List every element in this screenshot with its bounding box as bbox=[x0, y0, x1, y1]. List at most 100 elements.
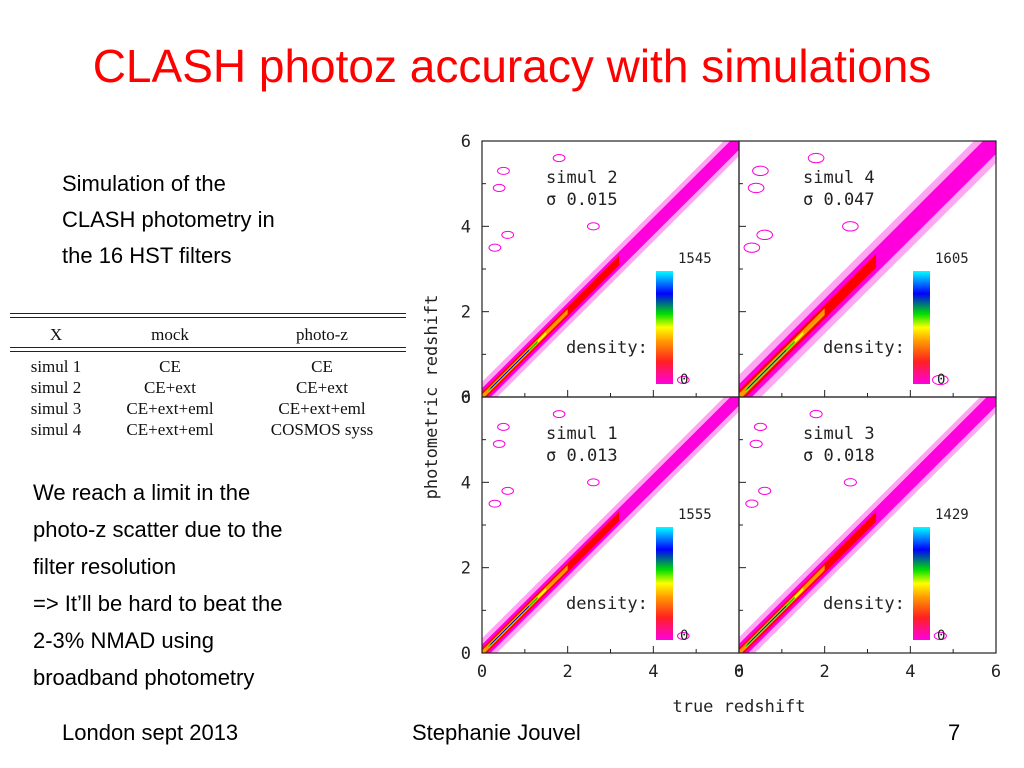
density-band bbox=[747, 349, 787, 390]
panel-name: simul 2 bbox=[546, 168, 618, 188]
table-row: simul 1 CE CE bbox=[10, 356, 406, 377]
table-cell: CE+ext+eml bbox=[126, 420, 214, 439]
y-tick-label: 0 bbox=[461, 644, 471, 664]
y-tick-label: 4 bbox=[461, 217, 471, 237]
colorbar-min-label: 0 bbox=[937, 372, 945, 388]
outlier-contour bbox=[587, 478, 600, 487]
outlier-contour bbox=[756, 229, 774, 241]
table-row: simul 3 CE+ext+eml CE+ext+eml bbox=[10, 398, 406, 419]
outlier-contour bbox=[501, 486, 514, 495]
x-tick-label: 6 bbox=[734, 662, 744, 682]
outlier-contour bbox=[552, 154, 566, 163]
chart-panel: simul 1σ 0.013 1555 0 density: bbox=[481, 396, 740, 654]
outlier-contour bbox=[933, 631, 947, 641]
table-cell: simul 1 bbox=[30, 357, 82, 376]
note-line: => It’ll be hard to beat the bbox=[33, 591, 283, 616]
table-cell: CE bbox=[159, 357, 181, 376]
y-tick-label: 2 bbox=[461, 303, 471, 323]
y-axis-label: photometric redshift bbox=[422, 295, 442, 500]
outlier-contour bbox=[931, 374, 949, 386]
colorbar-max-label: 1429 bbox=[935, 507, 969, 523]
density-band bbox=[747, 605, 787, 646]
chart-panel: simul 2σ 0.015 1545 0 density: bbox=[481, 140, 740, 398]
outlier-contour bbox=[752, 165, 769, 177]
table-cell: CE+ext bbox=[143, 378, 197, 397]
density-band bbox=[490, 605, 530, 646]
y-tick-label: 0 bbox=[461, 388, 471, 408]
table-header-row: X mock photo-z bbox=[10, 322, 406, 348]
outlier-contour bbox=[758, 486, 772, 496]
table-cell: COSMOS syss bbox=[270, 420, 374, 439]
intro-line: the 16 HST filters bbox=[62, 243, 232, 268]
x-tick-label: 0 bbox=[477, 662, 487, 682]
simulation-table-grid: X mock photo-z simul 1 CE CE simul 2 CE+… bbox=[10, 322, 406, 440]
panel-sigma: σ 0.018 bbox=[803, 446, 875, 466]
outlier-contour bbox=[676, 375, 690, 384]
x-tick-label: 4 bbox=[648, 662, 658, 682]
colorbar-max-label: 1545 bbox=[678, 251, 712, 267]
x-tick-label: 2 bbox=[563, 662, 573, 682]
intro-text: Simulation of the CLASH photometry in th… bbox=[62, 166, 362, 274]
panel-content bbox=[739, 397, 996, 653]
table-rule bbox=[10, 351, 406, 352]
table-rule bbox=[10, 313, 406, 314]
y-tick-label: 6 bbox=[461, 388, 471, 408]
panel-name: simul 4 bbox=[803, 168, 875, 188]
table-cell: CE+ext+eml bbox=[278, 399, 366, 418]
intro-line: CLASH photometry in bbox=[62, 207, 275, 232]
outlier-contour bbox=[749, 439, 763, 449]
outlier-contour bbox=[552, 410, 566, 419]
table-rule bbox=[10, 347, 406, 348]
table-cell: simul 3 bbox=[30, 399, 82, 418]
panel-name: simul 3 bbox=[803, 424, 875, 444]
colorbar-label: density: bbox=[566, 594, 648, 614]
table-cell: CE+ext bbox=[295, 378, 349, 397]
colorbar bbox=[913, 271, 930, 384]
simulation-table: X mock photo-z simul 1 CE CE simul 2 CE+… bbox=[10, 313, 406, 453]
x-tick-label: 6 bbox=[991, 662, 1001, 682]
table-header: mock bbox=[151, 325, 189, 344]
panel-content bbox=[482, 397, 739, 653]
slide-title: CLASH photoz accuracy with simulations bbox=[92, 40, 932, 92]
table-row: simul 2 CE+ext CE+ext bbox=[10, 377, 406, 398]
footer-page-number: 7 bbox=[948, 720, 961, 745]
y-tick-label: 2 bbox=[461, 559, 471, 579]
x-axis-label: true redshift bbox=[672, 697, 805, 717]
note-line: 2-3% NMAD using bbox=[33, 628, 214, 653]
outlier-contour bbox=[743, 242, 761, 253]
y-tick-label: 4 bbox=[461, 473, 471, 493]
table-cell: CE bbox=[311, 357, 333, 376]
outlier-contour bbox=[809, 409, 823, 419]
table-cell: simul 4 bbox=[30, 420, 82, 439]
outlier-contour bbox=[488, 243, 502, 252]
table-header: X bbox=[49, 325, 63, 344]
table-cell: CE+ext+eml bbox=[126, 399, 214, 418]
panel-content bbox=[482, 141, 739, 397]
table-rule bbox=[10, 317, 406, 318]
outlier-contour bbox=[677, 631, 690, 640]
outlier-contour bbox=[492, 439, 506, 448]
table-cell: simul 2 bbox=[30, 378, 82, 397]
table-header: photo-z bbox=[296, 325, 348, 344]
outlier-contour bbox=[807, 152, 825, 164]
outlier-contour bbox=[497, 166, 510, 175]
colorbar bbox=[913, 527, 930, 640]
colorbar-min-label: 0 bbox=[937, 628, 945, 644]
table-row: simul 4 CE+ext+eml COSMOS syss bbox=[10, 419, 406, 440]
x-tick-label: 4 bbox=[905, 662, 915, 682]
colorbar-label: density: bbox=[566, 338, 648, 358]
colorbar-label: density: bbox=[823, 594, 905, 614]
colorbar bbox=[656, 271, 673, 384]
chart-panel: simul 3σ 0.018 1429 0 density: bbox=[738, 396, 997, 654]
outlier-contour bbox=[843, 478, 857, 487]
outlier-contour bbox=[497, 422, 510, 431]
density-band bbox=[490, 349, 530, 390]
panel-content bbox=[739, 141, 996, 397]
panel-sigma: σ 0.013 bbox=[546, 446, 618, 466]
colorbar-min-label: 0 bbox=[680, 372, 688, 388]
colorbar bbox=[656, 527, 673, 640]
outlier-contour bbox=[745, 499, 759, 508]
colorbar-label: density: bbox=[823, 338, 905, 358]
y-tick-label: 6 bbox=[461, 132, 471, 152]
